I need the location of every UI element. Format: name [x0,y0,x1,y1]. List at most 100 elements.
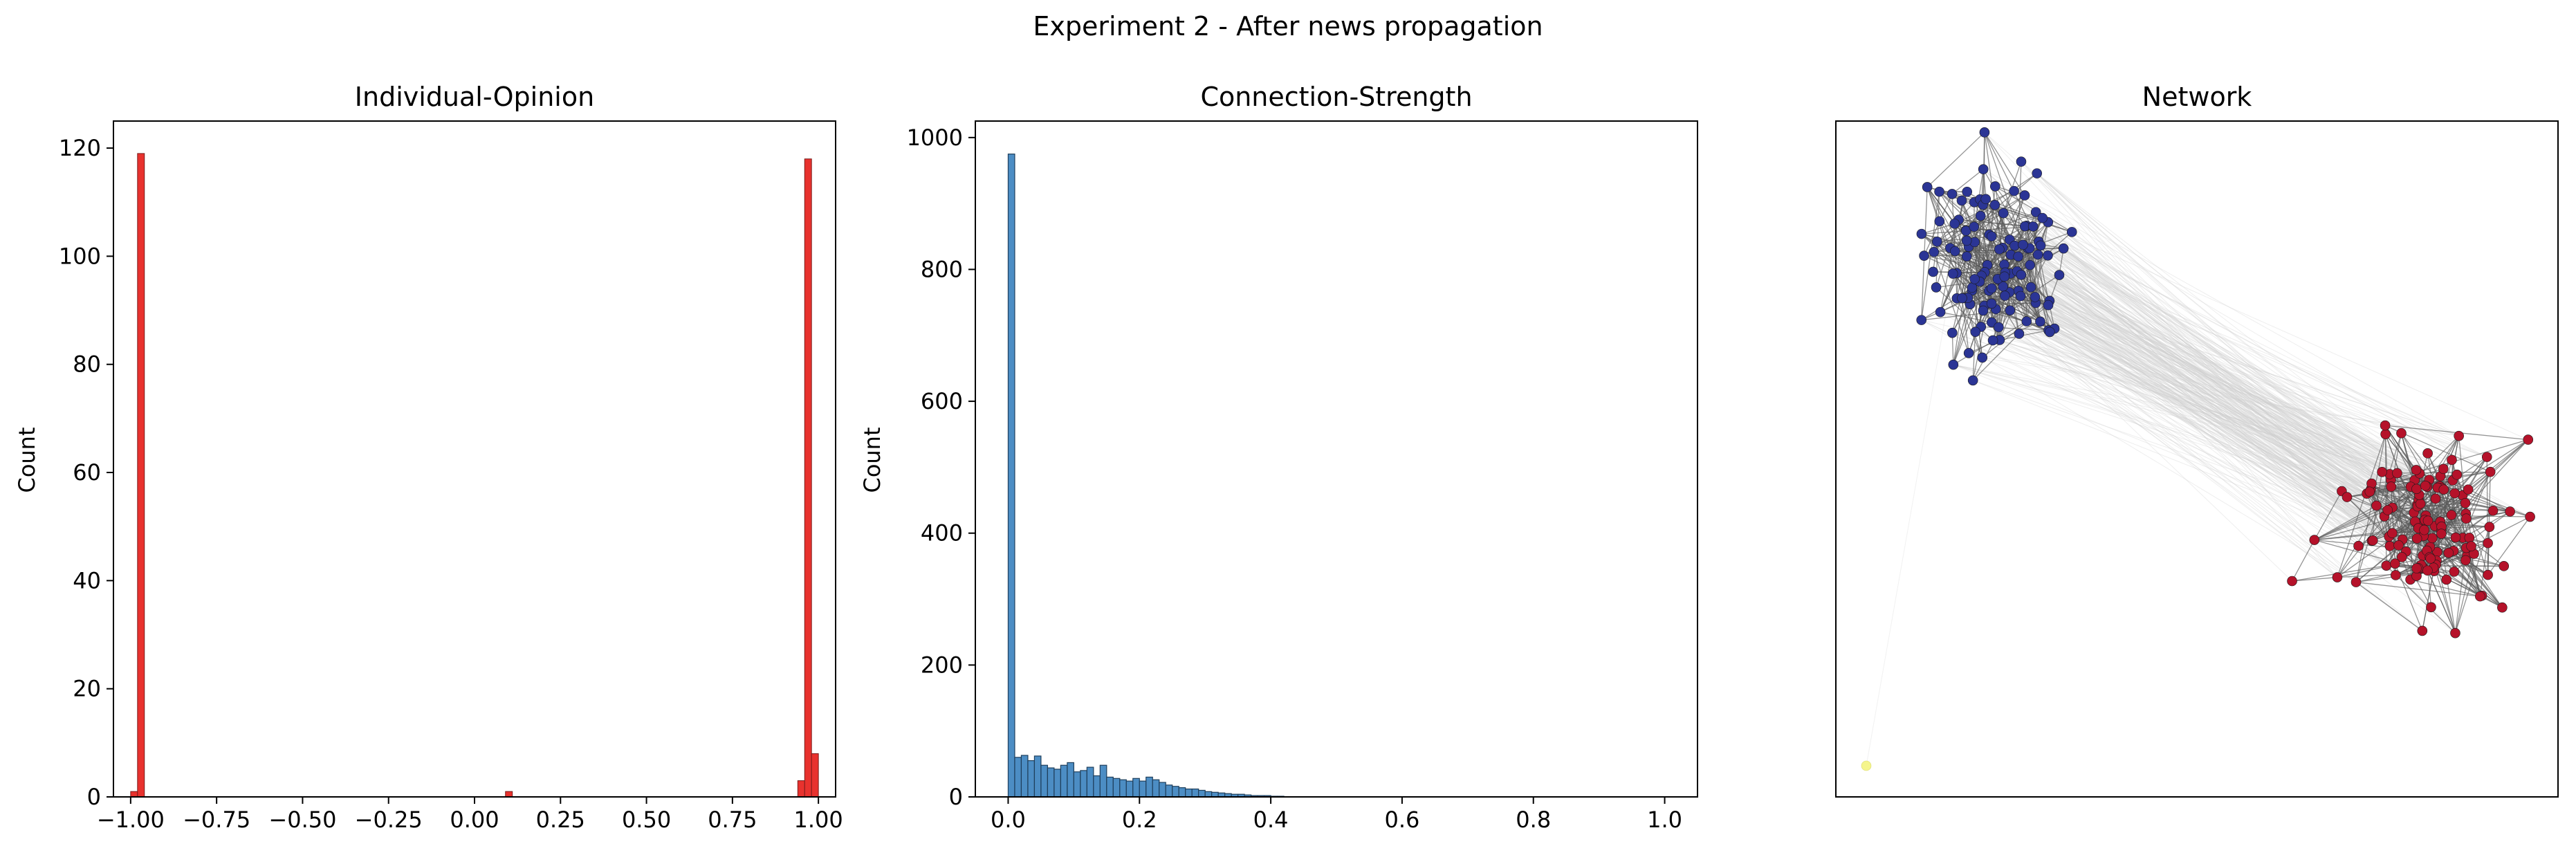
panel2-bar [1007,154,1015,798]
red-node [2485,466,2496,477]
cross-edge [2018,333,2315,540]
panel2-xtick-label: 0.0 [991,807,1026,833]
cross-edge [1958,219,2438,488]
red-edge [2355,434,2386,582]
cross-edge [1965,230,2445,490]
red-node [2353,540,2364,551]
cross-edge [1965,230,2429,522]
red-node [2497,602,2508,613]
panel1-y-ticks: 0 20 40 60 80 100 120 [59,135,113,810]
panel2-bar [1211,791,1219,798]
cross-edge [1998,279,2431,559]
cross-edge [1982,169,2391,546]
panel2-ytick-label: 0 [949,784,963,810]
red-node [2382,505,2393,515]
cross-edge [1952,332,2455,494]
cross-edge [1996,309,2445,490]
cross-edge [2037,254,2411,488]
panel1-ylabel: Count [14,427,40,493]
red-node [2450,627,2460,638]
red-node [2396,428,2407,439]
blue-node [2025,259,2035,270]
blue-node [2021,316,2032,327]
blue-edge [2030,255,2049,288]
cross-edge [1989,290,2445,490]
panel2-bar [1073,771,1081,798]
cross-edge [1991,236,2436,526]
red-node [2417,625,2428,636]
blue-node [1956,195,1967,206]
blue-node [1987,335,1998,346]
panel3-axes-frame [1835,120,2559,798]
blue-edge [1921,223,1955,235]
cross-edge [2004,264,2399,546]
cross-edge [2037,254,2419,529]
cross-edge [1991,322,2431,559]
red-node [2377,467,2387,477]
red-edge [2355,526,2422,583]
blue-node [1919,250,1929,261]
blue-edge [1984,131,2025,196]
red-node [2392,468,2402,479]
panel2-bar [1047,767,1055,798]
cross-edge [2027,248,2418,505]
cross-edge [2039,241,2402,434]
red-node [2430,493,2441,504]
cross-edge [1996,309,2342,492]
blue-edge [1956,298,1983,358]
cross-cluster-edges [1866,131,2530,766]
cross-edge [2018,256,2427,516]
cross-edge [2032,226,2371,490]
red-edge [2487,516,2531,576]
red-edge [2454,553,2475,634]
cross-edge [2014,190,2491,472]
panel2-bar [1027,760,1036,798]
blue-node [1961,251,1972,261]
cross-edge [2009,310,2431,548]
panel2-title: Connection-Strength [1200,82,1472,112]
panel2-bar [1119,779,1127,798]
cross-edge [2014,245,2418,524]
cross-edge [1953,364,2453,481]
cross-edge [1966,240,2458,475]
blue-edge [1926,187,1967,257]
cross-edge [2010,273,2371,493]
panel2-bar [1185,788,1193,798]
cross-edge [2018,256,2436,526]
red-node [2451,469,2463,480]
cross-edge [1982,169,2459,436]
blue-edge [1999,329,2049,341]
cross-edge [2054,328,2423,632]
panel3-title: Network [2142,82,2252,112]
blue-edge [1966,240,2036,297]
cross-edge [1997,278,2440,487]
blue-node [1934,186,1944,197]
red-node [2523,434,2534,445]
cross-edge [1985,199,2528,441]
red-node [2342,492,2353,502]
cross-edge [1965,230,2442,535]
blue-node [1916,228,1927,239]
network-panel: Network [1835,82,2559,798]
red-node [2464,533,2475,543]
cross-edge [1974,241,2419,501]
red-node [2411,484,2422,495]
panel2-bar [1159,782,1166,798]
blue-edge [1961,297,1969,353]
red-edge [2369,491,2418,506]
cross-edge [2004,276,2426,486]
panel2-bar [1191,788,1199,798]
red-edge [2386,565,2504,567]
blue-node [1994,322,2004,333]
red-node [2426,602,2436,613]
cross-edge [1971,287,2463,496]
cross-edge [2034,296,2459,436]
panel2-ytick-label: 1000 [907,125,963,151]
cross-edge [1981,275,2456,634]
cross-edge [1971,290,2338,578]
cross-edge [2054,328,2442,488]
blue-node [1932,237,1942,247]
cross-edge [1999,340,2393,534]
cross-edge [2025,226,2467,515]
